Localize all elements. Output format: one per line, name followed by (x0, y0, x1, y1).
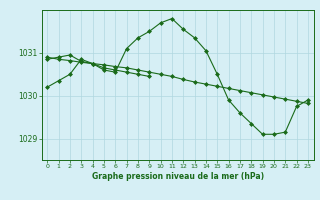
X-axis label: Graphe pression niveau de la mer (hPa): Graphe pression niveau de la mer (hPa) (92, 172, 264, 181)
